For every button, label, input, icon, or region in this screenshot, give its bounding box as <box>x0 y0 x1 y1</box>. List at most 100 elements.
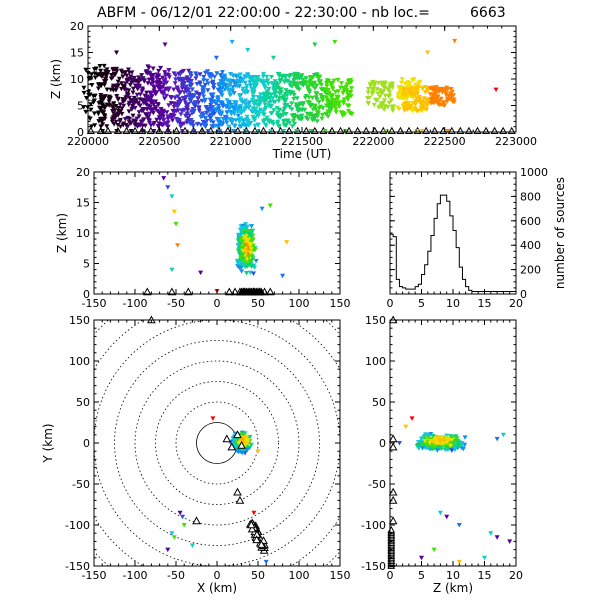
source-point <box>287 104 293 110</box>
source-point <box>177 72 183 77</box>
source-point <box>155 102 161 107</box>
source-point <box>119 106 125 111</box>
station-marker <box>86 126 95 135</box>
source-point <box>310 75 316 81</box>
y-tick-label: -50 <box>368 478 386 491</box>
source-point <box>215 118 221 124</box>
source-point <box>420 86 426 92</box>
source-point <box>160 108 166 114</box>
source-point <box>226 124 232 130</box>
source-point <box>200 90 206 96</box>
source-point <box>335 77 341 83</box>
source-point <box>169 118 175 123</box>
source-point <box>175 243 181 248</box>
source-point <box>146 97 152 102</box>
source-point <box>311 117 317 122</box>
source-point <box>412 86 418 91</box>
source-point <box>236 80 242 85</box>
source-point <box>161 92 167 97</box>
source-point <box>381 89 387 94</box>
source-point <box>144 90 150 96</box>
y-tick-label: 1000 <box>520 166 548 179</box>
source-point <box>149 94 155 99</box>
source-point <box>448 86 454 92</box>
source-point <box>263 123 269 129</box>
source-point <box>438 445 444 451</box>
y-tick-label: 20 <box>70 20 84 33</box>
source-point <box>162 73 168 78</box>
source-point <box>320 106 326 111</box>
source-point <box>210 416 216 421</box>
ground-source-point <box>140 128 146 134</box>
source-point <box>168 115 174 120</box>
source-point <box>253 258 259 264</box>
source-point <box>196 108 202 114</box>
source-point <box>163 93 169 99</box>
source-point <box>303 94 309 99</box>
source-point <box>139 86 145 91</box>
source-point <box>255 123 261 128</box>
source-point <box>275 121 281 126</box>
source-point <box>232 101 238 106</box>
y-tick-label: 10 <box>76 227 90 240</box>
source-point <box>326 90 332 96</box>
source-point <box>194 81 200 87</box>
source-point <box>118 68 124 74</box>
plot-frame <box>93 319 341 567</box>
source-point <box>114 94 120 99</box>
source-point <box>171 113 177 119</box>
x-axis-label: Z (km) <box>433 581 473 595</box>
source-point <box>217 99 223 105</box>
source-point <box>148 91 154 96</box>
source-point <box>238 104 244 109</box>
source-point <box>240 263 246 268</box>
ground-source-point <box>179 128 185 134</box>
source-point <box>488 531 494 536</box>
source-point <box>161 89 167 95</box>
y-axis-label: Y (km) <box>41 423 55 463</box>
source-point <box>344 87 350 93</box>
source-point <box>315 109 321 115</box>
source-point <box>374 86 380 92</box>
source-point <box>373 97 379 103</box>
source-point <box>111 111 117 117</box>
source-point <box>240 223 246 229</box>
source-point <box>434 442 440 447</box>
source-point <box>197 92 203 98</box>
station-marker <box>473 126 482 135</box>
source-point <box>208 108 214 114</box>
source-point <box>443 91 449 96</box>
y-tick-label: -100 <box>65 519 90 532</box>
source-point <box>154 108 160 114</box>
ground-source-point <box>205 128 211 134</box>
range-ring <box>155 381 279 505</box>
source-point <box>284 240 290 245</box>
station-marker <box>507 126 516 135</box>
source-point <box>281 118 287 124</box>
station-marker <box>310 126 319 135</box>
source-point <box>116 76 122 82</box>
source-point <box>417 79 423 85</box>
source-point <box>253 110 259 116</box>
x-tick-label: 10 <box>446 297 460 310</box>
source-point <box>239 450 245 456</box>
source-point <box>307 113 313 118</box>
range-ring <box>94 320 340 566</box>
source-point <box>139 73 145 78</box>
source-point <box>154 81 160 86</box>
source-point <box>440 434 446 440</box>
source-point <box>275 82 281 87</box>
source-point <box>244 447 250 452</box>
source-point <box>238 98 244 104</box>
ground-source-point <box>165 128 171 134</box>
source-point <box>448 440 454 446</box>
source-point <box>263 105 269 111</box>
source-point <box>266 86 272 92</box>
source-point <box>459 441 465 446</box>
source-point <box>237 119 243 125</box>
source-point <box>237 72 243 77</box>
station-marker <box>430 126 439 135</box>
source-point <box>183 88 189 94</box>
source-point <box>126 102 132 108</box>
source-point <box>81 90 87 96</box>
